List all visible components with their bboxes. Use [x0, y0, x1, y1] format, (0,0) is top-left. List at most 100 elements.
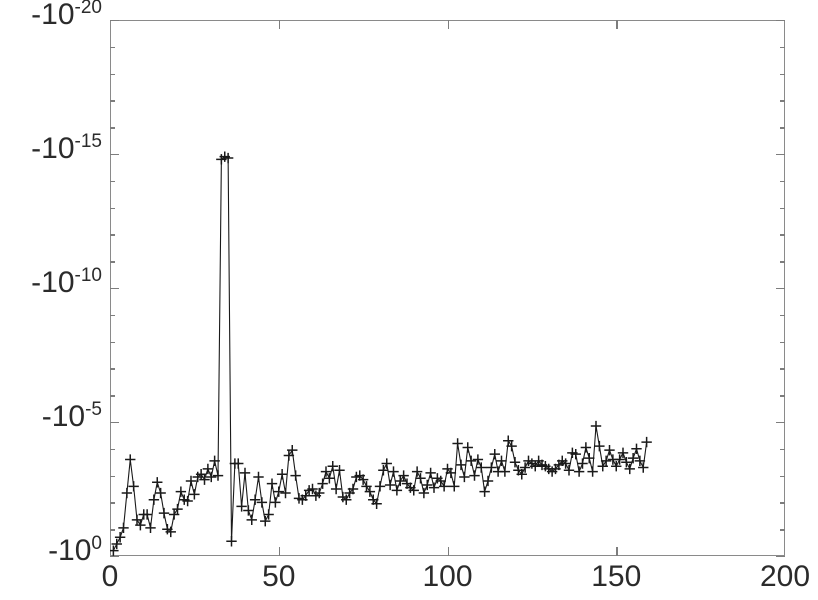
y-tick-right: [780, 127, 785, 129]
y-minor-tick: [110, 341, 115, 343]
data-point-marker: [435, 475, 446, 487]
data-point-marker: [233, 458, 244, 469]
data-point-marker: [347, 483, 359, 495]
series-error-line: [112, 156, 648, 551]
data-point-marker: [287, 444, 298, 456]
data-point-marker: [158, 507, 170, 519]
data-point-marker: [509, 457, 521, 468]
data-point-marker: [135, 519, 146, 531]
data-point-marker: [324, 473, 335, 484]
data-point-marker: [256, 497, 268, 508]
data-point-marker: [597, 461, 608, 472]
y-minor-tick: [110, 100, 115, 102]
data-point-marker: [131, 514, 143, 526]
data-point-marker: [438, 481, 450, 492]
data-point-marker: [189, 489, 200, 500]
data-point-marker: [125, 454, 136, 465]
y-tick-right: [776, 288, 785, 290]
data-point-marker: [320, 466, 332, 477]
data-point-marker: [614, 454, 625, 465]
data-point-marker: [594, 440, 605, 452]
data-point-marker: [479, 486, 490, 497]
x-tick-label-1: 50: [262, 560, 296, 593]
data-point-marker: [374, 481, 386, 492]
data-point-marker: [212, 470, 224, 481]
data-point-marker: [114, 532, 126, 543]
data-point-marker: [334, 465, 345, 476]
y-tick-right: [780, 46, 785, 49]
data-point-marker: [631, 443, 642, 454]
data-point-marker: [506, 440, 517, 452]
data-point-marker: [206, 471, 217, 483]
data-point-marker: [195, 469, 207, 480]
data-point-marker: [415, 473, 426, 484]
data-point-marker: [276, 469, 288, 480]
data-point-marker: [530, 461, 541, 472]
data-point-marker: [634, 455, 646, 467]
data-point-marker: [503, 435, 514, 446]
data-point-marker: [391, 485, 403, 496]
data-point-marker: [128, 481, 139, 492]
data-point-marker: [249, 494, 261, 505]
y-minor-tick: [110, 127, 115, 129]
y-minor-tick: [110, 180, 115, 183]
y-tick-right: [780, 100, 785, 102]
data-point-marker: [388, 466, 399, 477]
y-tick-right: [780, 234, 785, 236]
x-major-tick-bottom: [278, 547, 281, 556]
y-tick-label-0: -100: [48, 533, 102, 567]
x-tick-label-3: 150: [591, 560, 642, 593]
y-tick-label-1: -10-5: [41, 399, 102, 433]
data-point-marker: [364, 486, 376, 497]
x-major-tick-bottom: [447, 547, 449, 556]
data-point-marker: [573, 466, 585, 477]
data-point-marker: [253, 471, 264, 483]
data-point-marker: [611, 461, 622, 472]
data-point-marker: [418, 487, 430, 499]
data-point-marker: [222, 152, 234, 164]
data-point-marker: [496, 455, 507, 467]
data-point-marker: [199, 474, 210, 485]
y-tick-right: [780, 448, 785, 451]
data-point-marker: [273, 486, 284, 497]
data-point-marker: [621, 457, 632, 468]
y-tick-right: [780, 341, 785, 343]
data-point-marker: [266, 478, 278, 489]
data-point-marker: [560, 458, 571, 469]
data-point-marker: [638, 462, 649, 473]
data-point-marker: [182, 495, 193, 507]
y-tick-right: [776, 556, 785, 558]
data-point-marker: [290, 470, 301, 481]
data-point-marker: [236, 501, 247, 512]
data-point-marker: [563, 465, 575, 476]
data-point-marker: [469, 470, 480, 481]
data-point-marker: [459, 471, 470, 483]
data-point-marker: [472, 454, 484, 465]
data-point-marker: [307, 483, 318, 495]
data-point-marker: [604, 444, 615, 456]
data-point-marker: [590, 420, 602, 432]
y-tick-right: [780, 314, 785, 317]
data-point-marker: [165, 526, 176, 538]
y-minor-tick: [110, 261, 115, 263]
data-point-marker: [395, 475, 406, 487]
data-point-marker: [226, 536, 237, 547]
data-point-marker: [624, 463, 635, 475]
y-tick-label-2: -10-10: [31, 265, 102, 299]
data-point-marker: [489, 448, 500, 460]
y-major-tick: [110, 556, 119, 558]
data-point-marker: [476, 462, 487, 473]
y-tick-right: [780, 180, 785, 183]
x-major-tick-top: [278, 20, 281, 29]
data-point-marker: [425, 467, 436, 479]
data-point-marker: [381, 458, 392, 469]
y-major-tick: [110, 288, 119, 290]
data-point-marker: [411, 466, 423, 477]
data-point-marker: [111, 538, 122, 550]
x-major-tick-top: [616, 20, 618, 29]
y-minor-tick: [110, 46, 115, 49]
y-tick-right: [780, 368, 785, 370]
data-point-marker: [152, 477, 163, 488]
data-point-marker: [455, 459, 467, 471]
